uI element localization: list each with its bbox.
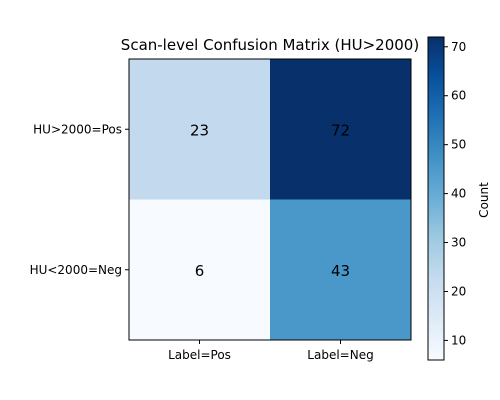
row-tick-label: HU>2000=Pos [33,122,122,136]
cell-value-label: 43 [331,262,350,280]
cell-value-label: 23 [190,121,209,139]
chart-title: Scan-level Confusion Matrix (HU>2000) [121,36,419,54]
heatmap-cell [270,59,411,200]
colorbar-tick-label: 20 [451,284,466,298]
heatmap-cell [129,199,270,340]
column-tick-labels: Label=Pos Label=Neg [168,340,374,362]
plot-frame [128,58,412,341]
cell-value-label: 72 [331,121,350,139]
colorbar-label: Count [477,182,491,218]
cell-value-label: 6 [195,262,205,280]
colorbar-ticks: 10 20 30 40 50 60 70 [444,40,466,347]
row-tick-label: HU<2000=Neg [30,263,122,277]
heatmap-cell [129,59,270,200]
colorbar [427,36,445,361]
colorbar-tick-label: 50 [451,138,466,152]
colorbar-tick-label: 70 [451,40,466,54]
column-tick-label: Label=Neg [307,348,373,362]
heatmap-cell [270,199,411,340]
colorbar-tick-label: 10 [451,333,466,347]
column-tick-label: Label=Pos [168,348,231,362]
colorbar-tick-label: 60 [451,89,466,103]
row-tick-labels: HU>2000=Pos HU<2000=Neg [30,122,129,277]
heatmap-cells: 23 72 6 43 [129,59,411,340]
colorbar-tick-label: 30 [451,236,466,250]
colorbar-tick-label: 40 [451,187,466,201]
